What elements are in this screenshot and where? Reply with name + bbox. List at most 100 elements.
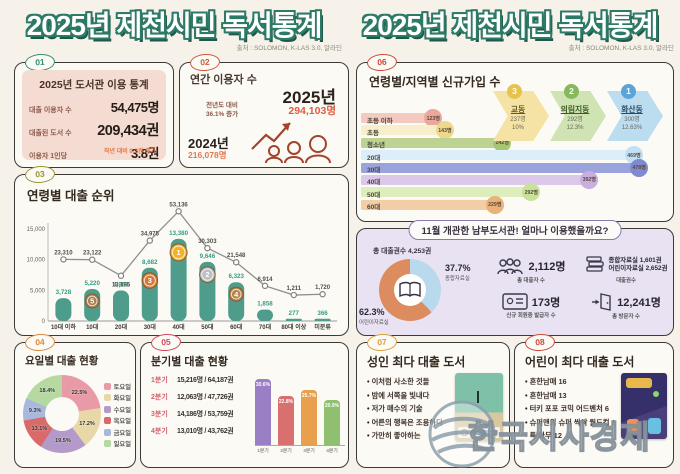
legend-label: 일요일	[113, 441, 131, 448]
new-members-bubble: 229명	[485, 195, 504, 214]
age-bar	[113, 290, 129, 321]
region-pct: 12.3%	[566, 125, 584, 131]
legend-chip	[103, 428, 111, 436]
bar-value-label: 6,323	[228, 273, 244, 280]
new-members-category: 초등	[367, 129, 379, 137]
bar-value-label: 9,646	[200, 253, 216, 260]
stat-row: 이용자 1인당 3.8권	[29, 143, 160, 162]
page-title-left: 2025년 제천시민 독서통계	[26, 10, 323, 41]
pie-slice-label: 13.1%	[31, 425, 48, 432]
medal-rank: 4	[234, 290, 239, 299]
legend-label: 금요일	[113, 429, 131, 437]
line-point	[204, 244, 211, 252]
region-count: 237명	[510, 117, 526, 123]
legend-label: 목요일	[113, 418, 131, 425]
quarter-label: 2분기	[151, 393, 168, 401]
region-pct: 10%	[511, 125, 524, 131]
panel-loans-by-quarter: 05 분기별 대출 현황 1분기 15,216명 / 64,187권 2분기 12,0…	[140, 332, 349, 468]
panel-badge: 04	[24, 332, 56, 353]
nambu-donut-hole	[394, 274, 426, 306]
region-rank-badge: 1	[621, 84, 636, 99]
new-members-row: 40대 392명	[361, 170, 667, 189]
page-title-right: 2025년 제천시민 독서통계	[362, 10, 659, 41]
visitors-block: 12,241명 총 방문자 수	[583, 293, 669, 320]
new-members-bubble: 478명	[630, 158, 649, 177]
x-label: 50대	[201, 323, 214, 331]
x-label: 미분류	[314, 323, 331, 331]
adult-books-list: 이처럼 사소한 것들밤에 서쪽을 빛내다저가 매수의 기술어른의 행복은 조용하…	[367, 375, 459, 443]
line-point	[60, 256, 67, 263]
usage-card-title: 2025년 도서관 이용 통계	[39, 79, 149, 91]
quarter-list: 1분기 15,216명 / 64,187권 2분기 12,063명 / 47,726권…	[151, 371, 234, 439]
new-members-row: 20대 469명	[361, 146, 667, 165]
panel-badge: 08	[524, 332, 556, 353]
children-books-list: 흔한남매 16흔한남매 13터키 포포 코믹 어드벤처 6슈퍼맨의 슈퍼 싹싹 …	[525, 375, 625, 443]
book-title: 특 마무 12	[525, 429, 625, 443]
region-chevron: 2 의림지동 292명 12.3%	[550, 84, 606, 141]
children-books-title: 어린이 최다 대출 도서	[525, 355, 635, 369]
quarter-bar: 25.7%	[301, 389, 317, 445]
stat-value: 209,434권	[97, 123, 159, 139]
x-label: 30대	[144, 323, 157, 331]
new-members-row: 50대 292명	[361, 183, 667, 202]
line-value-label: 34,975	[141, 232, 160, 238]
cover-character	[627, 419, 639, 433]
medal-rank: 2	[205, 270, 209, 279]
donut-hole	[45, 397, 79, 431]
quarter-pct: 30.6%	[255, 382, 271, 389]
cover-character	[648, 418, 661, 434]
medal-rank: 5	[90, 297, 94, 306]
region-name: 화산동	[621, 105, 643, 114]
stat-label: 대출된 도서 수	[29, 130, 72, 137]
open-book-icon	[399, 281, 421, 298]
line-value-label: 1,211	[286, 286, 301, 292]
legend-label: 수요일	[113, 406, 131, 414]
nambu-pct-general: 37.7%	[445, 263, 471, 273]
legend-item: 금요일	[103, 428, 131, 437]
quarter-row: 1분기 15,216명 / 64,187권	[151, 371, 234, 388]
members-caption: 신규 회원증 발급자 수	[506, 313, 556, 319]
x-label: 20대	[115, 323, 128, 331]
legend-label: 화요일	[113, 395, 131, 402]
bar-value-label: 1,858	[257, 301, 273, 308]
watermark-text: 한국시사경제	[467, 418, 651, 455]
line-value-label: 6,914	[257, 277, 273, 283]
age-combo-chart: 15,000 10,000 5,000 0 3,728 10대 이하 5,220 10대 4,9…	[27, 202, 337, 331]
new-members-title: 연령별/지역별 신규가입 수	[369, 75, 501, 89]
cover-figure	[477, 391, 479, 403]
line-value-label: 13,195	[112, 283, 131, 289]
quarter-row: 3분기 14,186명 / 53,759권	[151, 405, 234, 422]
quarter-label: 3분기	[151, 410, 168, 418]
quarter-detail: 14,186명 / 53,759권	[177, 410, 234, 418]
new-members-bar	[361, 150, 634, 161]
quarter-bars: 30.6% 22.8% 25.7% 20.9%	[255, 369, 345, 446]
new-members-category: 청소년	[367, 142, 385, 150]
line-point	[117, 272, 125, 279]
loans-line	[63, 210, 323, 296]
quarter-row: 4분기 13,010명 / 43,762권	[151, 422, 234, 439]
pie-slice-label: 17.2%	[79, 421, 95, 428]
new-members-category: 40대	[367, 179, 381, 187]
pie-slice-label: 9.3%	[28, 407, 42, 414]
new-members-bar	[361, 113, 433, 123]
region-count: 292명	[567, 117, 583, 123]
nambu-total: 총 대출권수 4,253권	[373, 248, 432, 255]
x-label: 60대	[230, 323, 243, 331]
members-count: 173명	[531, 296, 561, 309]
legend-chip	[103, 417, 111, 424]
source-note-left: 출처 : SOLOMON, K-LAS 3.0, 알라딘	[236, 45, 342, 52]
visitors-count: 12,241명	[617, 297, 661, 309]
delta-note: 전년도 대비 36.1% 증가	[196, 101, 248, 119]
door-icon	[592, 293, 611, 311]
book-title: 흔한남매 13	[525, 389, 625, 403]
panel-new-members: 06 연령별/지역별 신규가입 수 초등 이하 123명 초등 143명 청소년 242명…	[356, 52, 674, 222]
medal-rank: 3	[148, 276, 152, 285]
panel-badge: 05	[150, 332, 182, 353]
usage-card: 2025년 도서관 이용 통계 대출 이용자 수 54,475명 대출된 도서 수 2…	[22, 70, 166, 162]
quarter-x-label: 3분기	[303, 449, 315, 454]
bar-value-label: 3,728	[56, 289, 72, 296]
panel-loans-by-age: 03 연령별 대출 순위 15,000 10,000 5,000 0 3,728 10대 …	[14, 164, 349, 336]
borrowers-count: 2,112명	[528, 261, 566, 273]
age-bar	[55, 298, 72, 321]
book-stack-icon	[585, 256, 604, 272]
